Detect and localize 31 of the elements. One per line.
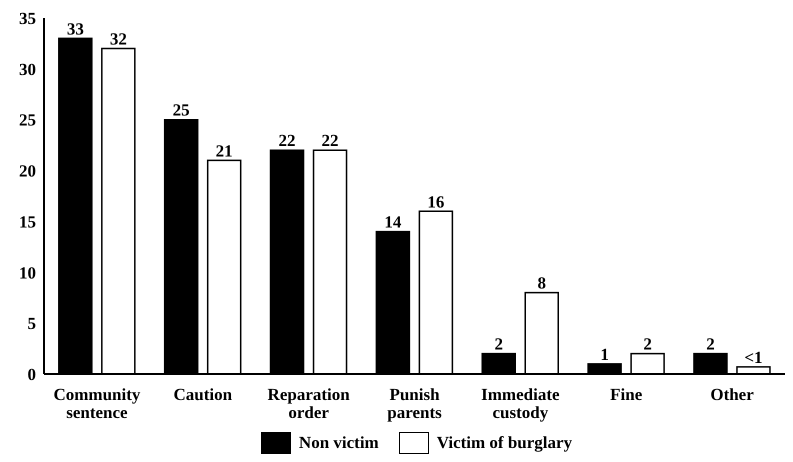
data-label: 33 xyxy=(66,19,84,38)
data-label: 8 xyxy=(538,274,546,293)
data-label: 2 xyxy=(706,334,715,354)
data-label: 22 xyxy=(322,131,339,150)
y-tick-label: 30 xyxy=(19,60,36,79)
data-label: 16 xyxy=(427,192,444,212)
y-tick-label: 35 xyxy=(19,9,36,28)
data-label: 25 xyxy=(172,100,190,120)
x-tick-label: Punish parents xyxy=(387,385,442,422)
x-tick-label: Immediate custody xyxy=(481,385,560,422)
y-tick-label: 10 xyxy=(19,263,36,282)
y-tick-label: 5 xyxy=(28,314,36,334)
x-tick-label: Fine xyxy=(610,385,643,404)
y-tick-label: 25 xyxy=(19,110,36,130)
x-tick-label: Community sentence xyxy=(53,385,141,422)
data-label: 32 xyxy=(110,30,127,49)
data-label: <1 xyxy=(744,348,763,367)
y-tick-label: 20 xyxy=(19,162,36,181)
y-tick-label: 0 xyxy=(28,365,36,384)
data-label: 22 xyxy=(278,131,296,150)
data-label: 14 xyxy=(384,212,402,232)
x-tick-label: Caution xyxy=(173,385,233,404)
data-label: 2 xyxy=(643,334,652,354)
legend-label: Non victim xyxy=(298,433,379,453)
data-label: 2 xyxy=(494,334,503,354)
data-label: 1 xyxy=(600,344,609,364)
x-tick-label: Reparation order xyxy=(268,385,350,422)
y-tick-label: 15 xyxy=(19,212,36,232)
legend-label: Victim of burglary xyxy=(436,433,572,453)
data-label: 21 xyxy=(216,141,233,160)
x-tick-label: Other xyxy=(710,385,754,404)
